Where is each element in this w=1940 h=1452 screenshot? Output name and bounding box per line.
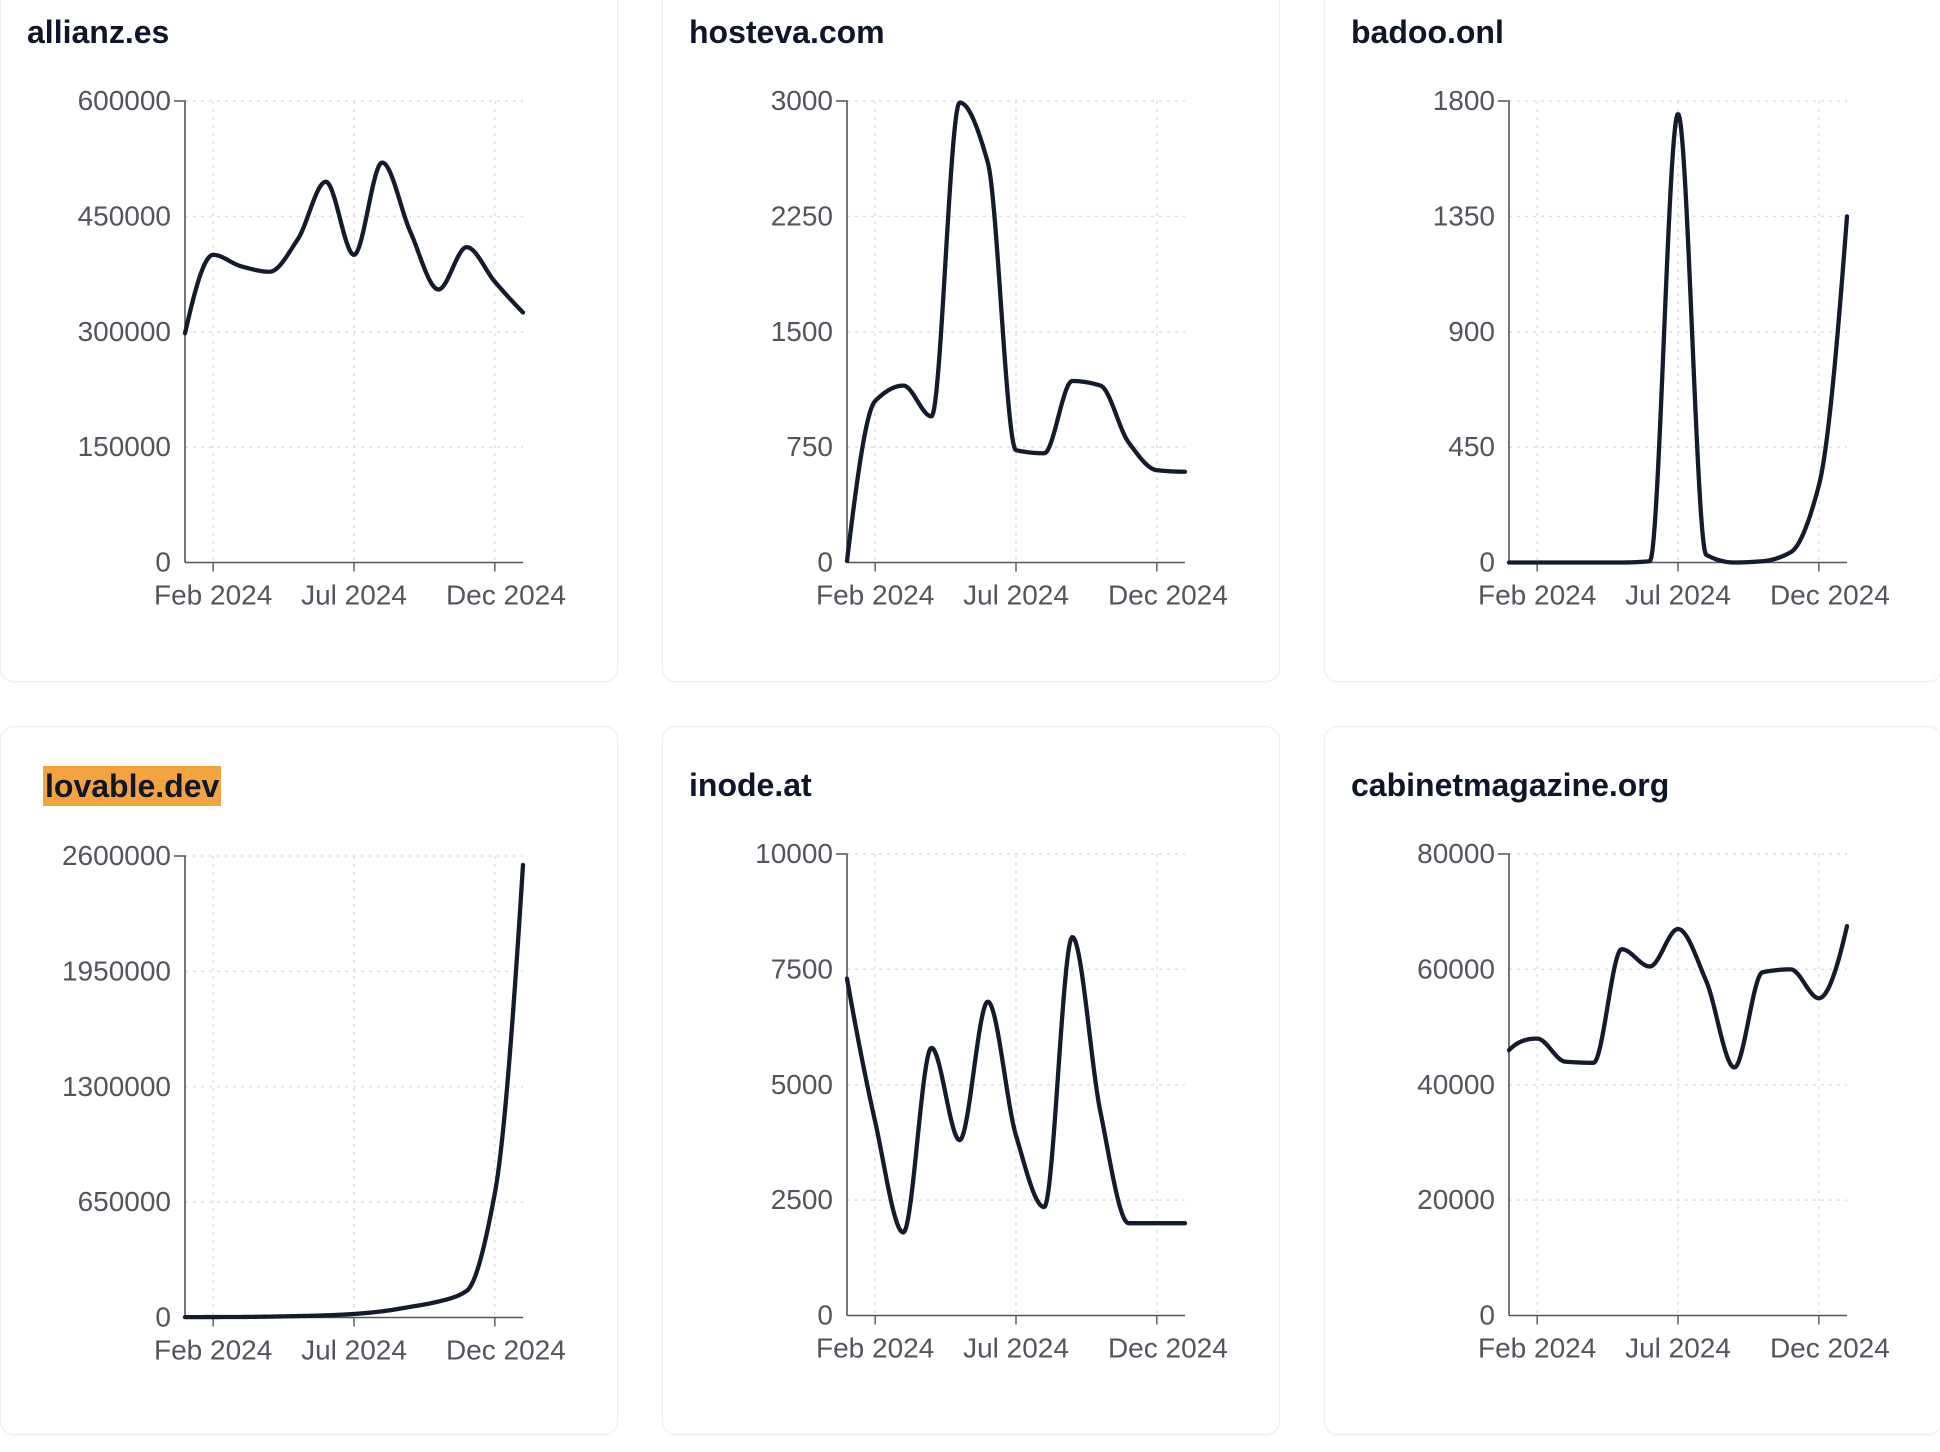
- svg-text:20000: 20000: [1417, 1185, 1495, 1216]
- svg-text:Dec 2024: Dec 2024: [446, 1335, 566, 1366]
- svg-text:2500: 2500: [771, 1185, 833, 1216]
- svg-text:2250: 2250: [771, 201, 833, 232]
- svg-text:0: 0: [817, 547, 833, 578]
- svg-text:Jul 2024: Jul 2024: [963, 580, 1069, 611]
- svg-text:Dec 2024: Dec 2024: [1108, 580, 1228, 611]
- svg-text:Feb 2024: Feb 2024: [816, 1333, 934, 1364]
- svg-text:40000: 40000: [1417, 1069, 1495, 1100]
- svg-text:600000: 600000: [78, 85, 171, 116]
- svg-text:Feb 2024: Feb 2024: [154, 580, 272, 611]
- svg-text:150000: 150000: [78, 432, 171, 463]
- svg-text:450000: 450000: [78, 201, 171, 232]
- svg-text:1300000: 1300000: [62, 1071, 171, 1102]
- svg-text:Jul 2024: Jul 2024: [301, 580, 407, 611]
- svg-text:Dec 2024: Dec 2024: [1770, 1333, 1890, 1364]
- svg-text:0: 0: [155, 547, 171, 578]
- svg-text:10000: 10000: [755, 838, 833, 869]
- svg-text:60000: 60000: [1417, 954, 1495, 985]
- svg-text:0: 0: [817, 1300, 833, 1331]
- svg-text:3000: 3000: [771, 85, 833, 116]
- svg-text:Dec 2024: Dec 2024: [1770, 580, 1890, 611]
- svg-text:Feb 2024: Feb 2024: [816, 580, 934, 611]
- svg-text:1950000: 1950000: [62, 956, 171, 987]
- svg-text:80000: 80000: [1417, 838, 1495, 869]
- svg-text:7500: 7500: [771, 954, 833, 985]
- svg-text:Dec 2024: Dec 2024: [1108, 1333, 1228, 1364]
- svg-text:Jul 2024: Jul 2024: [301, 1335, 407, 1366]
- svg-text:750: 750: [786, 432, 833, 463]
- svg-text:1500: 1500: [771, 316, 833, 347]
- svg-text:0: 0: [1479, 1300, 1495, 1331]
- svg-text:Jul 2024: Jul 2024: [963, 1333, 1069, 1364]
- svg-text:450: 450: [1448, 432, 1495, 463]
- svg-text:Jul 2024: Jul 2024: [1625, 580, 1731, 611]
- svg-text:Feb 2024: Feb 2024: [154, 1335, 272, 1366]
- svg-text:300000: 300000: [78, 316, 171, 347]
- svg-text:Dec 2024: Dec 2024: [446, 580, 566, 611]
- svg-text:Feb 2024: Feb 2024: [1478, 580, 1596, 611]
- svg-text:1350: 1350: [1433, 201, 1495, 232]
- svg-text:Jul 2024: Jul 2024: [1625, 1333, 1731, 1364]
- svg-text:1800: 1800: [1433, 85, 1495, 116]
- svg-text:Feb 2024: Feb 2024: [1478, 1333, 1596, 1364]
- svg-text:2600000: 2600000: [62, 840, 171, 871]
- svg-text:0: 0: [1479, 547, 1495, 578]
- svg-text:900: 900: [1448, 316, 1495, 347]
- svg-text:0: 0: [155, 1302, 171, 1333]
- svg-text:5000: 5000: [771, 1069, 833, 1100]
- svg-text:650000: 650000: [78, 1187, 171, 1218]
